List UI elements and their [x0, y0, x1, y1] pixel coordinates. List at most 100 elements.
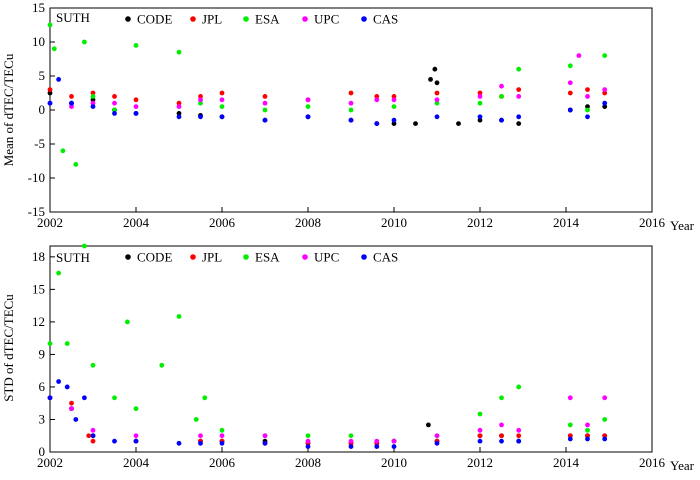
mean-point-code	[432, 66, 438, 72]
std-point-upc	[434, 433, 440, 439]
std-point-esa	[82, 243, 87, 249]
mean-point-upc	[374, 97, 380, 103]
mean-point-jpl	[434, 90, 440, 96]
mean-point-upc	[219, 97, 225, 103]
std-point-cas	[305, 444, 311, 449]
mean-point-esa	[73, 162, 79, 167]
mean-point-upc	[576, 53, 582, 58]
mean-legend-label-esa: ESA	[255, 12, 280, 27]
mean-point-esa	[585, 107, 590, 113]
std-point-jpl	[86, 433, 92, 439]
mean-x-axis-label: Year	[670, 218, 695, 233]
std-x-tick-label: 2004	[123, 455, 150, 470]
mean-point-esa	[567, 63, 573, 69]
mean-point-esa	[60, 148, 66, 154]
mean-point-jpl	[176, 100, 182, 106]
mean-point-upc	[391, 97, 397, 103]
std-point-jpl	[499, 433, 504, 439]
std-point-cas	[198, 440, 203, 446]
mean-point-jpl	[262, 94, 268, 99]
mean-point-jpl	[47, 87, 53, 92]
std-point-cas	[585, 436, 590, 442]
mean-point-esa	[219, 104, 225, 109]
mean-station-label: SUTH	[56, 10, 90, 25]
std-point-esa	[125, 319, 130, 325]
std-point-cas	[176, 440, 182, 446]
std-point-cas	[477, 438, 483, 444]
mean-point-cas	[516, 114, 522, 120]
std-point-cas	[133, 438, 139, 444]
mean-point-esa	[51, 46, 57, 52]
mean-point-upc	[176, 104, 182, 109]
std-x-tick-label: 2016	[639, 455, 666, 470]
std-x-tick-label: 2008	[295, 455, 321, 470]
mean-point-cas	[374, 121, 380, 126]
std-y-axis-label: STD of dTEC/TECu	[1, 294, 16, 402]
std-point-esa	[585, 427, 590, 433]
mean-point-upc	[567, 80, 573, 86]
std-point-esa	[602, 417, 608, 422]
mean-point-code	[477, 117, 483, 123]
std-point-esa	[477, 411, 483, 417]
std-point-esa	[133, 406, 139, 412]
std-point-upc	[391, 438, 397, 444]
std-point-cas	[499, 438, 504, 444]
std-plot-frame	[49, 245, 653, 453]
mean-point-esa	[198, 100, 203, 106]
std-point-upc	[262, 433, 268, 439]
std-point-esa	[64, 341, 70, 346]
std-point-cas	[90, 433, 96, 439]
std-y-tick-label: 9	[39, 346, 46, 361]
mean-legend-marker-esa	[243, 16, 249, 22]
std-point-esa	[202, 395, 208, 401]
mean-point-esa	[176, 49, 182, 55]
mean-point-upc	[348, 100, 354, 106]
std-x-tick-label: 2010	[381, 455, 407, 470]
mean-point-cas	[585, 114, 590, 120]
mean-x-tick-label: 2008	[295, 215, 321, 230]
std-point-cas	[434, 440, 440, 446]
mean-point-upc	[112, 100, 117, 106]
mean-point-jpl	[602, 90, 608, 96]
mean-legend-label-code: CODE	[137, 12, 172, 27]
std-point-upc	[69, 406, 74, 412]
mean-point-cas	[499, 117, 504, 123]
std-point-upc	[499, 422, 504, 428]
mean-point-code	[516, 121, 522, 126]
mean-point-esa	[477, 100, 483, 106]
mean-legend-marker-cas	[361, 16, 367, 22]
mean-point-cas	[477, 114, 483, 120]
mean-point-code	[428, 77, 433, 82]
mean-axis-ticks: 2002 2004 2006 2008 2010 2012 2014 2016 -15 -10 -5…	[28, 0, 666, 230]
mean-point-esa	[82, 39, 87, 45]
std-point-esa	[47, 341, 53, 346]
mean-point-cas	[69, 100, 74, 106]
std-legend-label-cas: CAS	[373, 250, 398, 265]
std-y-tick-label: 0	[39, 444, 46, 459]
std-point-upc	[567, 395, 573, 401]
mean-point-esa	[434, 100, 440, 106]
std-point-cas	[64, 384, 70, 390]
std-legend: CODE JPL ESA UPC CAS	[125, 250, 398, 265]
mean-y-tick-label: -15	[28, 204, 45, 219]
mean-point-esa	[112, 107, 117, 113]
mean-point-upc	[133, 104, 139, 109]
mean-point-upc	[602, 87, 608, 92]
mean-point-jpl	[516, 87, 522, 92]
std-point-esa	[193, 417, 199, 422]
mean-point-cas	[112, 111, 117, 116]
mean-y-tick-label: 15	[32, 0, 45, 15]
std-y-tick-label: 3	[39, 411, 46, 426]
mean-point-cas	[56, 77, 61, 82]
mean-legend-label-upc: UPC	[314, 12, 339, 27]
std-point-esa	[567, 422, 573, 428]
mean-point-jpl	[69, 94, 74, 99]
std-point-esa	[176, 314, 182, 319]
mean-point-jpl	[391, 94, 397, 99]
std-legend-marker-esa	[243, 254, 249, 260]
std-point-cas	[47, 395, 53, 401]
std-point-cas	[348, 444, 354, 449]
std-point-cas	[374, 444, 380, 449]
std-legend-marker-code	[125, 254, 131, 260]
std-point-upc	[348, 438, 354, 444]
